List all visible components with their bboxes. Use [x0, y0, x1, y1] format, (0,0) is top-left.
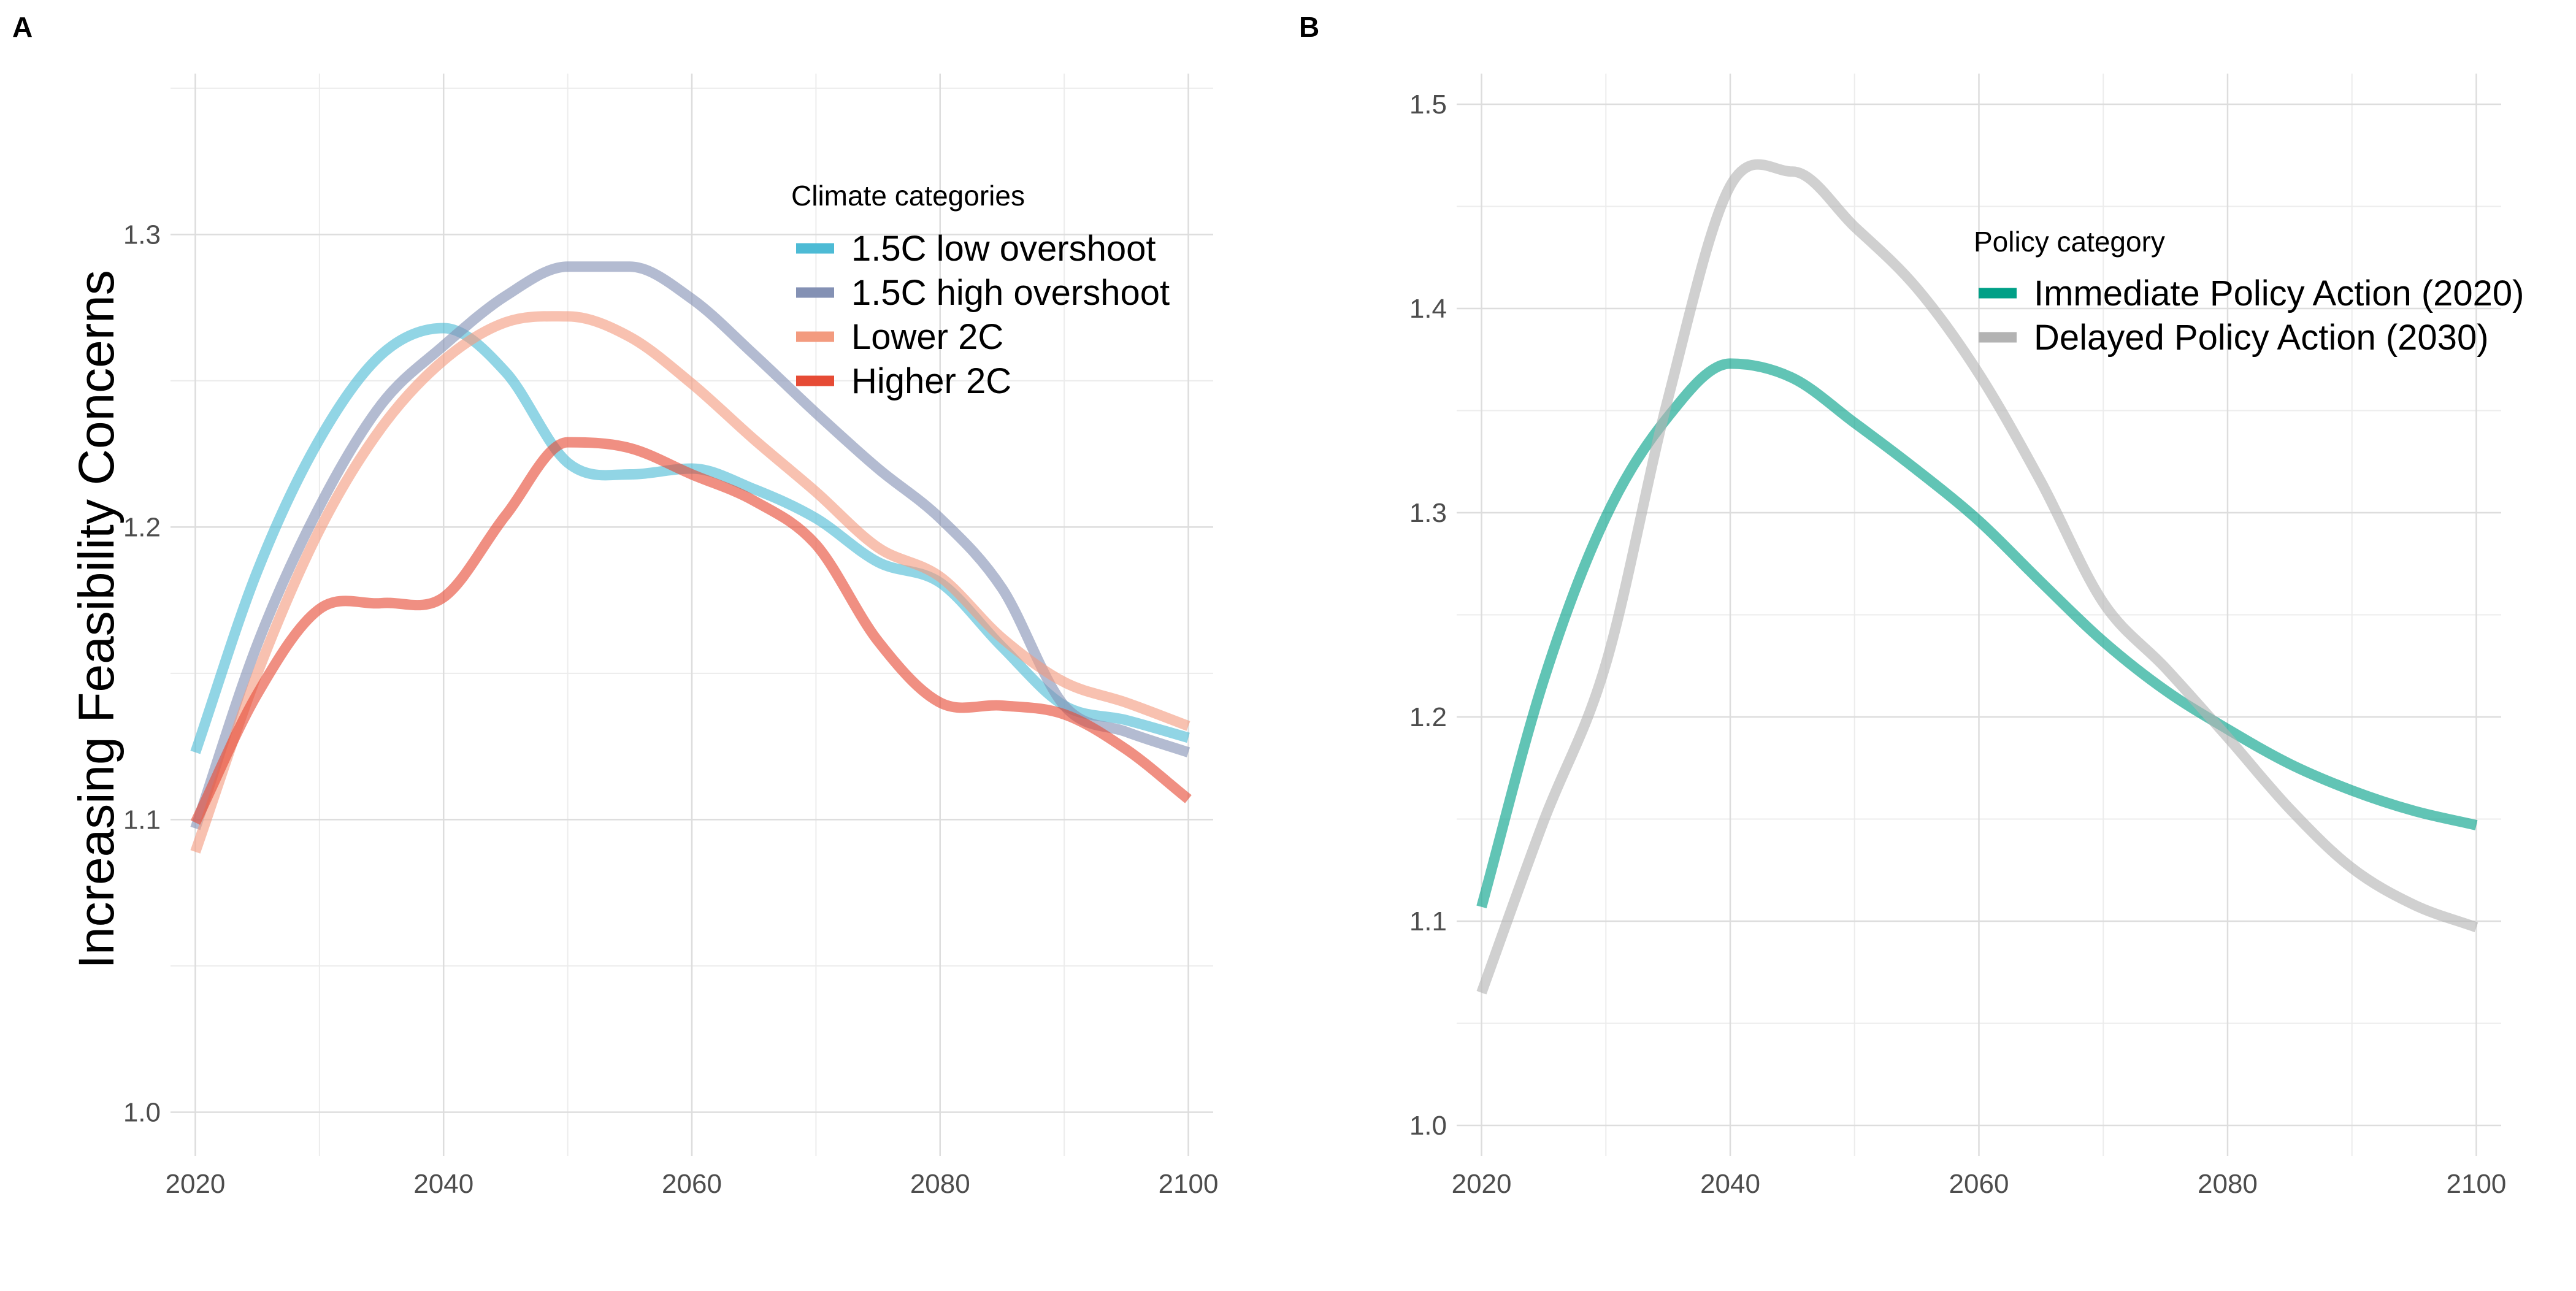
legend-title-a: Climate categories [791, 180, 1025, 212]
gridlines-b [1457, 74, 2501, 1156]
series-lines-a [190, 261, 1192, 854]
y-tick-label: 1.3 [1409, 498, 1447, 528]
gridlines-a [171, 74, 1213, 1156]
legend-title-b: Policy category [1974, 226, 2165, 258]
x-tick-label: 2080 [910, 1169, 970, 1199]
y-tick-label: 1.1 [1409, 906, 1447, 937]
x-tick-label: 2060 [1949, 1169, 2009, 1199]
legend-label: Immediate Policy Action (2020) [2034, 274, 2524, 313]
x-tick-label: 2040 [1700, 1169, 1760, 1199]
panel-letter-b: B [1299, 11, 1319, 43]
x-tick-label: 2020 [166, 1169, 226, 1199]
axis-ticks-a: 2020 2040 2060 2080 2100 1.0 1.1 1.2 1.3 [123, 220, 1219, 1199]
y-tick-label: 1.0 [123, 1097, 161, 1127]
legend-label: 1.5C high overshoot [851, 273, 1170, 313]
legend-items-b: Immediate Policy Action (2020) Delayed Po… [1979, 274, 2524, 358]
series-line-lower-2c [190, 311, 1190, 854]
y-tick-label: 1.2 [123, 512, 161, 542]
panel-b: B 2020 2040 2060 2080 2100 1.0 1.1 1.2 1.3 1.4 1.5… [1299, 11, 2524, 1199]
series-lines-b [1476, 159, 2478, 995]
series-line-1-5c-low-overshoot [190, 323, 1190, 754]
y-tick-label: 1.4 [1409, 294, 1447, 324]
legend-label: Higher 2C [851, 361, 1011, 401]
x-tick-label: 2020 [1452, 1169, 1512, 1199]
legend-label: Delayed Policy Action (2030) [2034, 318, 2489, 358]
legend-label: Lower 2C [851, 317, 1003, 357]
series-line-higher-2c [190, 437, 1192, 825]
series-line-1-5c-high-overshoot [190, 261, 1190, 830]
panel-letter-a: A [12, 11, 33, 43]
legend-a: Climate categories 1.5C low overshoot1.5… [791, 180, 1170, 401]
series-line-immediate-policy-action-2020 [1476, 358, 2478, 908]
y-tick-label: 1.2 [1409, 702, 1447, 732]
y-tick-label: 1.1 [123, 805, 161, 835]
y-tick-label: 1.5 [1409, 90, 1447, 120]
legend-label: 1.5C low overshoot [851, 229, 1156, 269]
x-tick-label: 2100 [2447, 1169, 2507, 1199]
axis-ticks-b: 2020 2040 2060 2080 2100 1.0 1.1 1.2 1.3 1.4 1.5 [1409, 90, 2507, 1199]
y-tick-label: 1.0 [1409, 1111, 1447, 1141]
panel-a: A Increasing Feasibility Concerns 2020 20… [12, 11, 1218, 1199]
x-tick-label: 2100 [1159, 1169, 1219, 1199]
x-tick-label: 2080 [2198, 1169, 2258, 1199]
x-tick-label: 2060 [662, 1169, 722, 1199]
y-tick-label: 1.3 [123, 220, 161, 250]
y-axis-label-a: Increasing Feasibility Concerns [69, 270, 125, 968]
legend-b: Policy category Immediate Policy Action … [1974, 226, 2524, 358]
series-line-delayed-policy-action-2030 [1476, 159, 2478, 995]
x-tick-label: 2040 [413, 1169, 473, 1199]
